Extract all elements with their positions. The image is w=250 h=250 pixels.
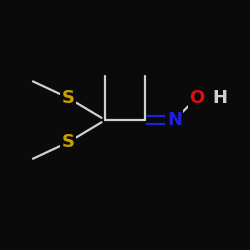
Text: N: N <box>167 111 182 129</box>
Text: S: S <box>62 133 75 151</box>
Text: H: H <box>213 89 228 107</box>
Text: O: O <box>189 89 204 107</box>
Text: S: S <box>62 89 75 107</box>
